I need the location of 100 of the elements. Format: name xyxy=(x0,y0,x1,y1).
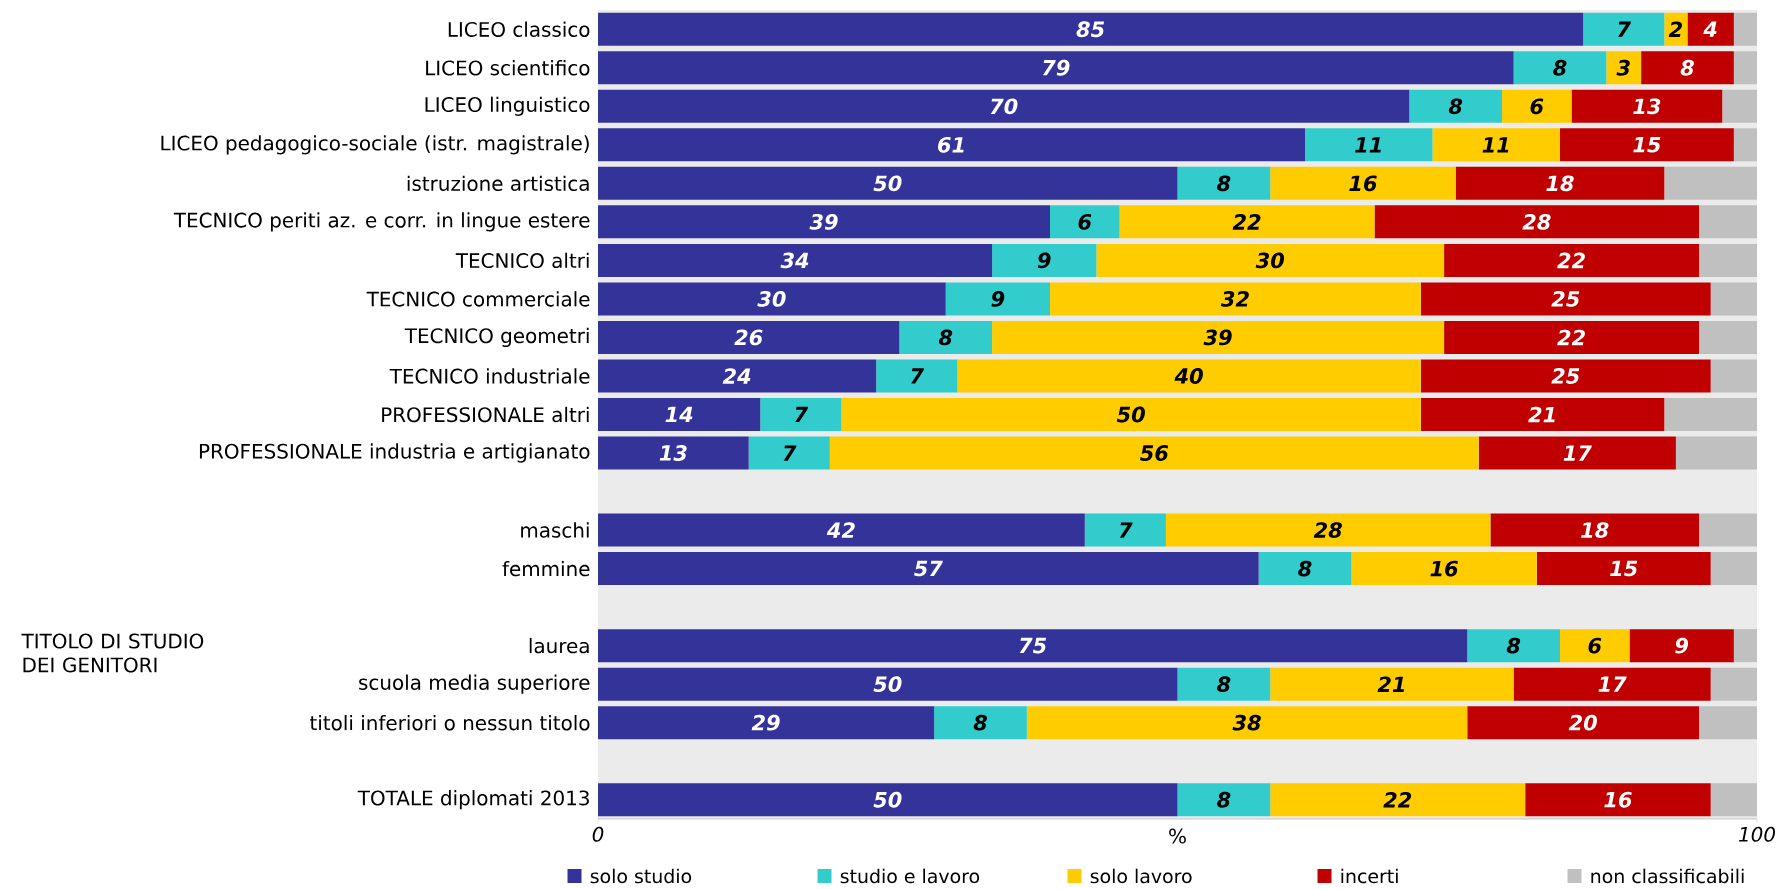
data-label: 4 xyxy=(1703,21,1717,37)
bar xyxy=(598,51,1514,85)
bar xyxy=(1722,89,1758,123)
bar xyxy=(1733,51,1758,85)
data-label: 9 xyxy=(1675,637,1689,654)
legend-label: incerti xyxy=(1341,868,1398,884)
bar xyxy=(1583,12,1665,46)
y-tick-label: LICEO linguistico xyxy=(425,96,590,116)
bar xyxy=(992,320,1445,354)
data-label: 8 xyxy=(1217,791,1231,808)
data-label: 40 xyxy=(1174,368,1203,384)
data-label: 20 xyxy=(1568,714,1597,731)
bar xyxy=(1420,282,1711,316)
data-label: 28 xyxy=(1522,213,1551,230)
bar xyxy=(1270,667,1514,701)
data-label: 6 xyxy=(1078,213,1092,230)
bar xyxy=(598,706,935,740)
y-tick-label: TECNICO periti az. e corr. in lingue estere xyxy=(173,212,590,232)
data-label: 8 xyxy=(1553,59,1567,76)
bar xyxy=(1490,513,1700,547)
data-label: 7 xyxy=(1119,522,1133,538)
bar xyxy=(1664,166,1758,200)
data-label: 18 xyxy=(1546,175,1574,192)
data-label: 17 xyxy=(1563,445,1592,461)
bar xyxy=(1258,552,1352,586)
data-label: 24 xyxy=(722,368,751,384)
bar xyxy=(1270,783,1526,817)
bar xyxy=(1084,513,1166,547)
data-label: 25 xyxy=(1551,291,1580,307)
bar xyxy=(598,629,1468,663)
bar xyxy=(1513,51,1607,85)
data-label: 8 xyxy=(1680,59,1694,76)
data-label: 25 xyxy=(1551,368,1580,384)
bar xyxy=(1050,282,1421,316)
data-label: 8 xyxy=(1217,175,1231,192)
y-tick-label: titoli inferiori o nessun titolo xyxy=(310,714,590,731)
bar xyxy=(1165,513,1491,547)
bar xyxy=(1710,282,1758,316)
bar xyxy=(1096,243,1445,277)
bar xyxy=(1444,320,1700,354)
bar xyxy=(945,282,1051,316)
y-tick-label: TECNICO geometri xyxy=(404,327,589,348)
data-label: 50 xyxy=(873,791,902,808)
data-label: 22 xyxy=(1557,329,1585,346)
bar xyxy=(1699,706,1758,740)
y-tick-label: istruzione artistica xyxy=(407,175,589,192)
bar xyxy=(1664,397,1758,431)
bar xyxy=(598,243,993,277)
bar xyxy=(1699,513,1758,547)
data-label: 61 xyxy=(938,136,964,153)
bar xyxy=(1420,397,1665,431)
bar xyxy=(1444,243,1700,277)
bar xyxy=(598,397,761,431)
data-label: 7 xyxy=(911,368,924,384)
data-label: 26 xyxy=(734,329,763,346)
data-label: 22 xyxy=(1383,791,1412,808)
y-tick-label: PROFESSIONALE industria e artigianato xyxy=(199,443,590,463)
bar xyxy=(1629,629,1734,663)
legend-label: solo lavoro xyxy=(1090,868,1192,884)
data-label: 9 xyxy=(991,291,1005,307)
bar xyxy=(598,128,1306,162)
bar xyxy=(1050,205,1120,239)
bar xyxy=(598,282,946,316)
data-label: 85 xyxy=(1076,21,1105,38)
bar xyxy=(598,359,877,393)
bar xyxy=(1559,128,1734,162)
data-label: 79 xyxy=(1042,59,1070,76)
y-tick-label: scuola media superiore xyxy=(359,674,590,694)
bar xyxy=(1536,552,1711,586)
data-label: 2 xyxy=(1668,21,1682,38)
data-label: 56 xyxy=(1140,445,1169,461)
x-tick-label: 0 xyxy=(592,826,604,842)
bar xyxy=(1710,552,1758,586)
bar xyxy=(957,359,1421,393)
data-label: 9 xyxy=(1037,252,1051,269)
y-tick-label: LICEO classico xyxy=(448,21,590,37)
bar xyxy=(1432,128,1560,162)
data-label: 21 xyxy=(1528,406,1555,423)
data-label: 6 xyxy=(1530,98,1544,115)
bar xyxy=(598,783,1178,817)
data-label: 7 xyxy=(783,445,797,461)
data-label: 17 xyxy=(1598,676,1627,692)
data-label: 15 xyxy=(1610,560,1638,577)
bar xyxy=(1455,166,1665,200)
data-label: 7 xyxy=(795,406,809,423)
y-tick-label: femmine xyxy=(502,560,590,577)
bar xyxy=(1478,436,1676,470)
bar xyxy=(1467,706,1700,740)
data-label: 34 xyxy=(780,252,809,269)
data-label: 42 xyxy=(826,522,855,538)
x-axis-title: % xyxy=(1169,828,1186,844)
bar xyxy=(1305,128,1433,162)
data-label: 30 xyxy=(1255,252,1285,269)
legend-label: non classificabili xyxy=(1591,868,1744,884)
data-label: 32 xyxy=(1220,291,1249,307)
bar xyxy=(1675,436,1758,470)
legend-label: solo studio xyxy=(590,868,692,884)
bar xyxy=(748,436,830,470)
bar xyxy=(841,397,1421,431)
data-label: 50 xyxy=(873,175,902,192)
